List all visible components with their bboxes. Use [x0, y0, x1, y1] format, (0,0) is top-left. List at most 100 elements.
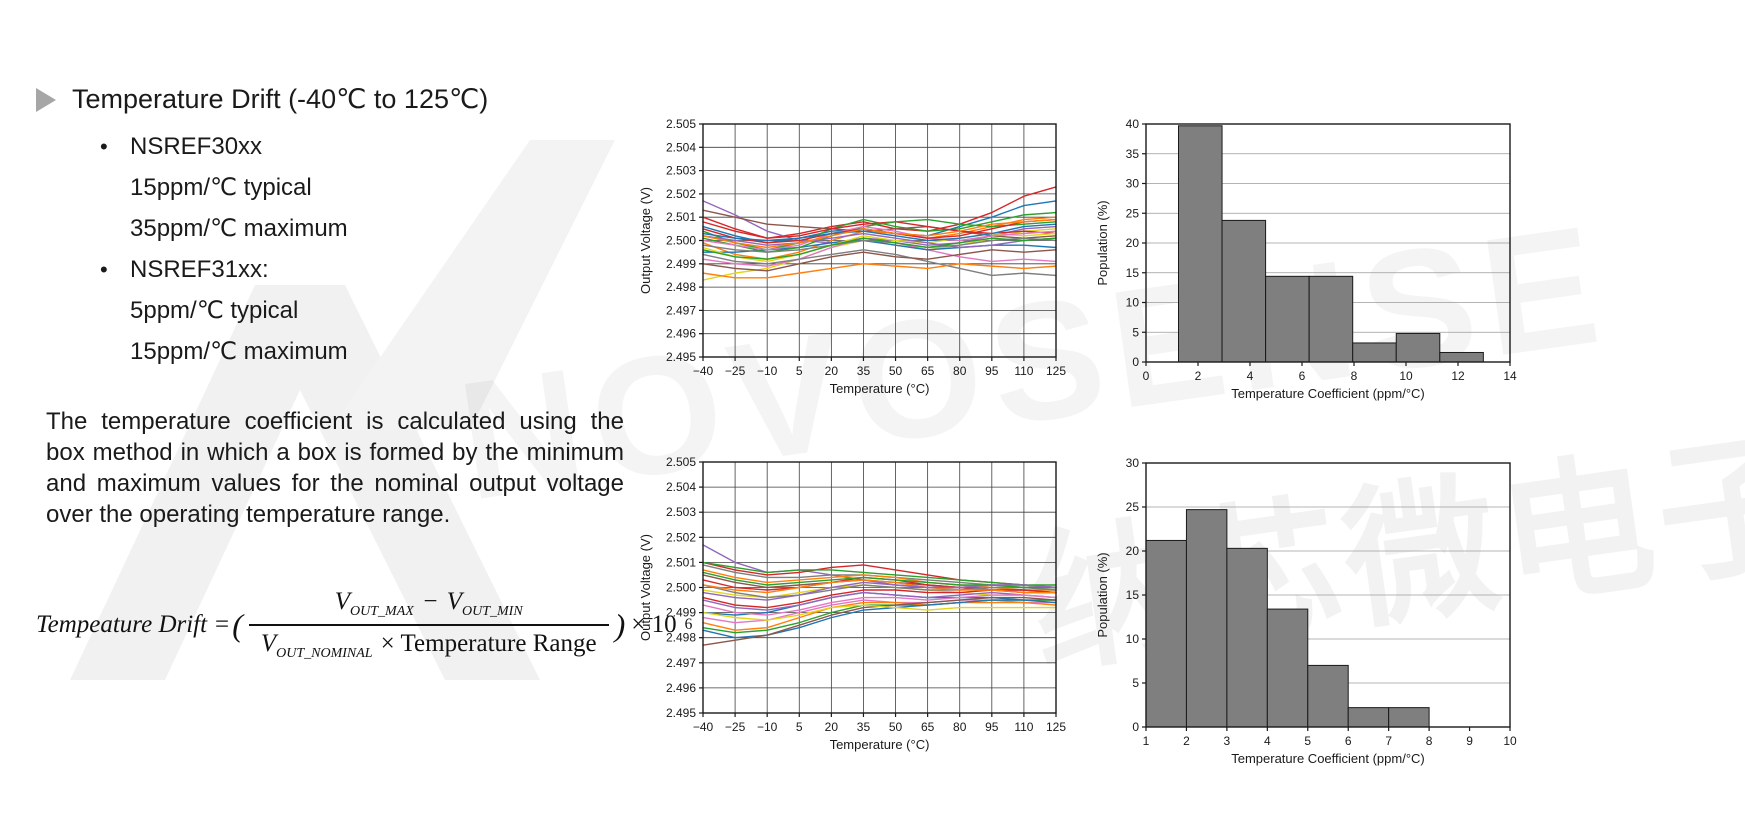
- svg-text:80: 80: [953, 720, 967, 734]
- svg-text:10: 10: [1126, 632, 1140, 646]
- hist_top-svg: 0 2 4 6 8 10 12 14 0 5 10 15 20 25 30 35 40 Temperature C…: [1095, 117, 1517, 401]
- svg-text:25: 25: [1126, 206, 1140, 220]
- svg-text:3: 3: [1224, 734, 1231, 748]
- spec-bullet-list: • NSREF30xx 15ppm/℃ typical 35ppm/℃ maxi…: [100, 126, 348, 372]
- chart-output-voltage-vs-temp-nsref30xx: −40 −25 −10 5 20 35 50 65 80 95 110 125 2.495 2.496 2.…: [636, 116, 1070, 407]
- svg-text:0: 0: [1132, 355, 1139, 369]
- slide-title: Temperature Drift (-40℃ to 125℃): [72, 84, 489, 114]
- svg-text:5: 5: [1132, 325, 1139, 339]
- svg-text:2.505: 2.505: [666, 117, 696, 131]
- svg-text:Temperature (°C): Temperature (°C): [830, 737, 930, 752]
- chart-tc-histogram-nsref30xx: 0 2 4 6 8 10 12 14 0 5 10 15 20 25 30 35 40 Temperature C…: [1093, 116, 1537, 417]
- svg-text:15: 15: [1126, 588, 1140, 602]
- svg-text:6: 6: [1345, 734, 1352, 748]
- svg-text:125: 125: [1046, 364, 1066, 378]
- triangle-bullet-icon: [36, 87, 56, 112]
- formula-lhs: Tempeature Drift =: [36, 611, 231, 638]
- hist_bottom-svg: 1 2 3 4 5 6 7 8 9 10 0 5 10 15 20 25 30 Temperature Coeff…: [1095, 456, 1517, 766]
- svg-text:95: 95: [985, 720, 999, 734]
- svg-text:7: 7: [1385, 734, 1392, 748]
- svg-text:125: 125: [1046, 720, 1066, 734]
- svg-text:2.501: 2.501: [666, 555, 696, 569]
- svg-text:2.503: 2.503: [666, 164, 696, 178]
- svg-text:10: 10: [1503, 734, 1517, 748]
- svg-text:2.495: 2.495: [666, 350, 696, 364]
- svg-text:0: 0: [1143, 369, 1150, 383]
- svg-text:50: 50: [889, 720, 903, 734]
- svg-text:10: 10: [1126, 296, 1140, 310]
- bullet-heading-nsref31xx: • NSREF31xx:: [100, 249, 348, 290]
- formula-exponent: 6: [684, 616, 693, 633]
- svg-text:Temperature (°C): Temperature (°C): [830, 381, 930, 396]
- svg-text:4: 4: [1264, 734, 1271, 748]
- svg-text:8: 8: [1426, 734, 1433, 748]
- box-method-paragraph: The temperature coefficient is calculate…: [46, 408, 624, 528]
- svg-text:−40: −40: [693, 720, 714, 734]
- svg-text:65: 65: [921, 720, 935, 734]
- svg-text:2.501: 2.501: [666, 210, 696, 224]
- svg-text:Population (%): Population (%): [1095, 552, 1110, 637]
- svg-text:2.495: 2.495: [666, 706, 696, 720]
- svg-text:65: 65: [921, 364, 935, 378]
- formula-times-base: × 10: [631, 611, 677, 638]
- bullet-line: 15ppm/℃ maximum: [130, 338, 348, 365]
- formula-close-paren: ): [614, 606, 626, 643]
- svg-text:−10: −10: [757, 720, 778, 734]
- svg-text:Output Voltage (V): Output Voltage (V): [638, 534, 653, 641]
- formula-numerator: VOUT_MAX − VOUT_MIN: [334, 588, 523, 619]
- chart-output-voltage-vs-temp-nsref31xx: −40 −25 −10 5 20 35 50 65 80 95 110 125 2.495 2.496 2.…: [636, 454, 1070, 761]
- svg-text:2.500: 2.500: [666, 234, 696, 248]
- svg-text:4: 4: [1247, 369, 1254, 383]
- svg-text:40: 40: [1126, 117, 1140, 131]
- svg-text:9: 9: [1466, 734, 1473, 748]
- svg-text:50: 50: [889, 364, 903, 378]
- temperature-drift-formula: Tempeature Drift = ( VOUT_MAX − VOUT_MIN V…: [36, 588, 692, 662]
- svg-text:2.504: 2.504: [666, 140, 696, 154]
- bullet-line: 35ppm/℃ maximum: [130, 215, 348, 242]
- svg-text:2.497: 2.497: [666, 303, 696, 317]
- svg-text:2.503: 2.503: [666, 505, 696, 519]
- svg-text:35: 35: [857, 364, 871, 378]
- lines_top-svg: −40 −25 −10 5 20 35 50 65 80 95 110 125 2.495 2.496 2.…: [638, 117, 1066, 396]
- svg-text:−10: −10: [757, 364, 778, 378]
- svg-text:−25: −25: [725, 720, 746, 734]
- svg-text:12: 12: [1451, 369, 1465, 383]
- svg-text:35: 35: [1126, 147, 1140, 161]
- slide-title-row: Temperature Drift (-40℃ to 125℃): [36, 84, 488, 115]
- svg-text:Temperature Coefficient (ppm/°: Temperature Coefficient (ppm/°C): [1231, 386, 1425, 401]
- svg-text:2.498: 2.498: [666, 631, 696, 645]
- svg-text:8: 8: [1351, 369, 1358, 383]
- svg-text:2.500: 2.500: [666, 581, 696, 595]
- svg-text:2.496: 2.496: [666, 681, 696, 695]
- svg-text:0: 0: [1132, 720, 1139, 734]
- svg-text:1: 1: [1143, 734, 1150, 748]
- svg-text:95: 95: [985, 364, 999, 378]
- svg-text:110: 110: [1014, 364, 1033, 378]
- svg-text:2.505: 2.505: [666, 455, 696, 469]
- svg-text:5: 5: [1132, 676, 1139, 690]
- svg-text:2: 2: [1195, 369, 1202, 383]
- svg-text:5: 5: [796, 720, 803, 734]
- svg-text:30: 30: [1126, 177, 1140, 191]
- bullet-heading-nsref30xx: • NSREF30xx: [100, 126, 348, 167]
- formula-denominator: VOUT_NOMINAL × Temperature Range: [248, 624, 609, 662]
- svg-text:2.497: 2.497: [666, 656, 696, 670]
- svg-text:15: 15: [1126, 266, 1140, 280]
- svg-text:2: 2: [1183, 734, 1190, 748]
- svg-text:2.502: 2.502: [666, 530, 696, 544]
- svg-text:2.499: 2.499: [666, 257, 696, 271]
- svg-text:2.499: 2.499: [666, 606, 696, 620]
- bullet-line: 15ppm/℃ typical: [130, 174, 312, 201]
- svg-text:2.502: 2.502: [666, 187, 696, 201]
- svg-text:2.504: 2.504: [666, 480, 696, 494]
- svg-text:20: 20: [825, 364, 839, 378]
- svg-text:110: 110: [1014, 720, 1033, 734]
- svg-text:14: 14: [1503, 369, 1517, 383]
- svg-text:35: 35: [857, 720, 871, 734]
- bullet-line: 5ppm/℃ typical: [130, 297, 299, 324]
- bullet-dot: •: [100, 257, 108, 282]
- svg-text:Population (%): Population (%): [1095, 200, 1110, 285]
- svg-text:2.498: 2.498: [666, 280, 696, 294]
- svg-text:80: 80: [953, 364, 967, 378]
- svg-text:5: 5: [1304, 734, 1311, 748]
